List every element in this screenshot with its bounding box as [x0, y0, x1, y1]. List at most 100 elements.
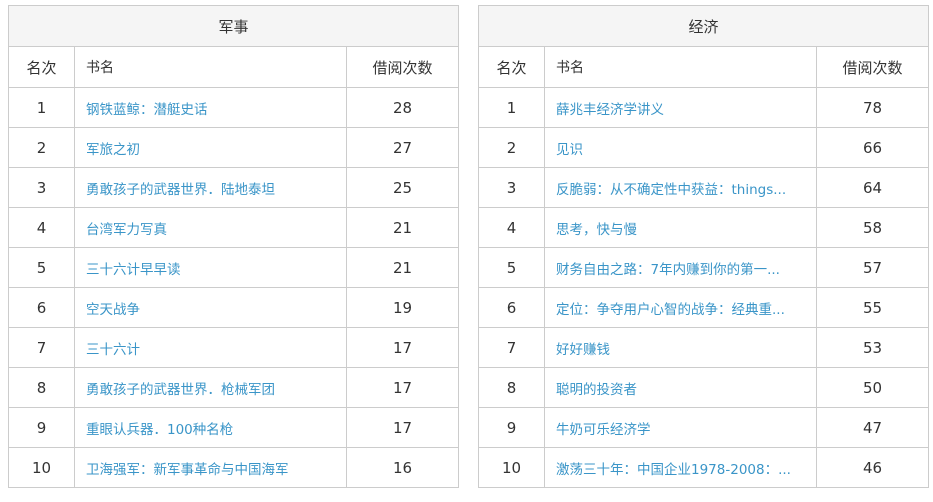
book-title-link[interactable]: 定位：争夺用户心智的战争：经典重...: [556, 301, 785, 318]
table-row: 6 空天战争 19: [8, 287, 460, 328]
borrow-count-cell: 53: [815, 327, 930, 368]
table-row: 5 财务自由之路：7年内赚到你的第一... 57: [478, 247, 930, 288]
table-row: 10 激荡三十年：中国企业1978-2008：... 46: [478, 447, 930, 488]
borrow-count-cell: 46: [815, 447, 930, 488]
military-ranking-table: 军事 名次 书名 借阅次数 1 钢铁蓝鲸：潜艇史话 28 2 军旅之初 27 3 勇敢孩子的武…: [7, 5, 460, 488]
rank-cell: 1: [478, 87, 545, 128]
title-cell: 见识: [544, 127, 817, 168]
title-cell: 勇敢孩子的武器世界．枪械军团: [74, 367, 347, 408]
title-cell: 定位：争夺用户心智的战争：经典重...: [544, 287, 817, 328]
table-row: 2 见识 66: [478, 127, 930, 168]
rank-cell: 2: [8, 127, 75, 168]
rank-cell: 1: [8, 87, 75, 128]
table-row: 10 卫海强军：新军事革命与中国海军 16: [8, 447, 460, 488]
borrow-count-cell: 55: [815, 287, 930, 328]
title-column-header: 书名: [544, 46, 817, 88]
book-title-link[interactable]: 聪明的投资者: [556, 381, 637, 398]
rank-cell: 10: [478, 447, 545, 488]
borrow-count-cell: 64: [815, 167, 930, 208]
title-cell: 聪明的投资者: [544, 367, 817, 408]
title-column-header: 书名: [74, 46, 347, 88]
book-title-link[interactable]: 重眼认兵器．100种名枪: [86, 421, 234, 438]
table-row: 3 勇敢孩子的武器世界．陆地泰坦 25: [8, 167, 460, 208]
rank-cell: 2: [478, 127, 545, 168]
rank-column-header: 名次: [8, 46, 75, 88]
rank-cell: 9: [8, 407, 75, 448]
rank-cell: 7: [478, 327, 545, 368]
book-title-link[interactable]: 反脆弱：从不确定性中获益：things...: [556, 181, 787, 198]
book-title-link[interactable]: 勇敢孩子的武器世界．枪械军团: [86, 381, 275, 398]
title-cell: 激荡三十年：中国企业1978-2008：...: [544, 447, 817, 488]
category-header-row: 经济: [477, 5, 930, 47]
title-cell: 反脆弱：从不确定性中获益：things...: [544, 167, 817, 208]
table-row: 1 钢铁蓝鲸：潜艇史话 28: [8, 87, 460, 128]
title-cell: 牛奶可乐经济学: [544, 407, 817, 448]
table-row: 3 反脆弱：从不确定性中获益：things... 64: [478, 167, 930, 208]
title-cell: 好好赚钱: [544, 327, 817, 368]
table-row: 6 定位：争夺用户心智的战争：经典重... 55: [478, 287, 930, 328]
book-title-link[interactable]: 见识: [556, 141, 583, 158]
rank-cell: 10: [8, 447, 75, 488]
borrow-count-cell: 58: [815, 207, 930, 248]
book-title-link[interactable]: 钢铁蓝鲸：潜艇史话: [86, 101, 208, 118]
borrow-count-cell: 21: [345, 247, 460, 288]
rank-column-header: 名次: [478, 46, 545, 88]
book-title-link[interactable]: 卫海强军：新军事革命与中国海军: [86, 461, 289, 478]
rank-cell: 8: [8, 367, 75, 408]
category-title: 经济: [477, 5, 930, 47]
count-column-header: 借阅次数: [815, 46, 930, 88]
category-header-row: 军事: [7, 5, 460, 47]
book-title-link[interactable]: 三十六计早早读: [86, 261, 181, 278]
title-cell: 钢铁蓝鲸：潜艇史话: [74, 87, 347, 128]
borrow-count-cell: 28: [345, 87, 460, 128]
borrow-count-cell: 47: [815, 407, 930, 448]
table-row: 2 军旅之初 27: [8, 127, 460, 168]
rank-cell: 6: [8, 287, 75, 328]
book-title-link[interactable]: 好好赚钱: [556, 341, 610, 358]
book-title-link[interactable]: 空天战争: [86, 301, 140, 318]
title-cell: 卫海强军：新军事革命与中国海军: [74, 447, 347, 488]
category-title: 军事: [7, 5, 460, 47]
borrow-count-cell: 16: [345, 447, 460, 488]
borrow-count-cell: 25: [345, 167, 460, 208]
borrow-count-cell: 50: [815, 367, 930, 408]
table-row: 8 聪明的投资者 50: [478, 367, 930, 408]
title-cell: 财务自由之路：7年内赚到你的第一...: [544, 247, 817, 288]
rank-cell: 8: [478, 367, 545, 408]
economics-ranking-table: 经济 名次 书名 借阅次数 1 薛兆丰经济学讲义 78 2 见识 66 3 反脆弱：从不确定性…: [477, 5, 930, 488]
book-title-link[interactable]: 勇敢孩子的武器世界．陆地泰坦: [86, 181, 275, 198]
book-title-link[interactable]: 薛兆丰经济学讲义: [556, 101, 664, 118]
borrow-count-cell: 19: [345, 287, 460, 328]
table-row: 8 勇敢孩子的武器世界．枪械军团 17: [8, 367, 460, 408]
book-title-link[interactable]: 台湾军力写真: [86, 221, 167, 238]
borrow-count-cell: 57: [815, 247, 930, 288]
borrow-count-cell: 21: [345, 207, 460, 248]
count-column-header: 借阅次数: [345, 46, 460, 88]
book-title-link[interactable]: 思考，快与慢: [556, 221, 637, 238]
title-cell: 三十六计: [74, 327, 347, 368]
borrow-count-cell: 17: [345, 367, 460, 408]
title-cell: 重眼认兵器．100种名枪: [74, 407, 347, 448]
rank-cell: 4: [478, 207, 545, 248]
book-title-link[interactable]: 三十六计: [86, 341, 140, 358]
book-title-link[interactable]: 牛奶可乐经济学: [556, 421, 651, 438]
rank-cell: 5: [8, 247, 75, 288]
table-row: 5 三十六计早早读 21: [8, 247, 460, 288]
column-header-row: 名次 书名 借阅次数: [478, 46, 930, 88]
book-title-link[interactable]: 激荡三十年：中国企业1978-2008：...: [556, 461, 791, 478]
table-row: 4 思考，快与慢 58: [478, 207, 930, 248]
rank-cell: 3: [478, 167, 545, 208]
book-title-link[interactable]: 财务自由之路：7年内赚到你的第一...: [556, 261, 780, 278]
table-row: 7 好好赚钱 53: [478, 327, 930, 368]
column-header-row: 名次 书名 借阅次数: [8, 46, 460, 88]
book-title-link[interactable]: 军旅之初: [86, 141, 140, 158]
title-cell: 台湾军力写真: [74, 207, 347, 248]
table-row: 9 重眼认兵器．100种名枪 17: [8, 407, 460, 448]
rank-cell: 7: [8, 327, 75, 368]
borrow-count-cell: 66: [815, 127, 930, 168]
borrow-count-cell: 17: [345, 327, 460, 368]
borrow-count-cell: 27: [345, 127, 460, 168]
title-cell: 薛兆丰经济学讲义: [544, 87, 817, 128]
title-cell: 空天战争: [74, 287, 347, 328]
